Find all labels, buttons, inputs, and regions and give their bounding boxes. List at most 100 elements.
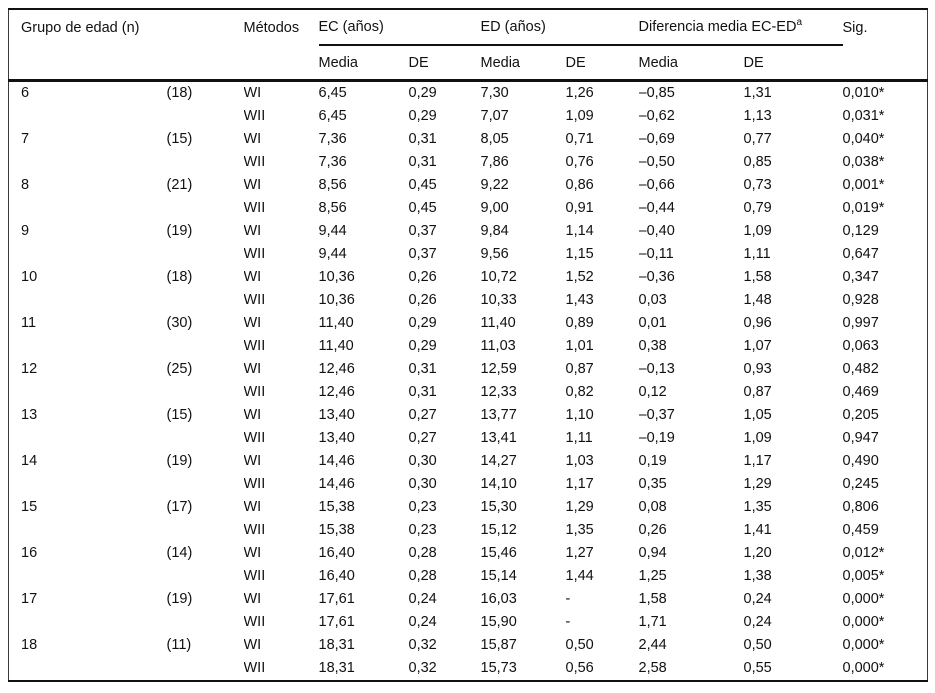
cell-n — [167, 519, 244, 542]
cell-diff_media: –0,37 — [638, 407, 675, 423]
table-row: WII 17,61 0,24 15,90 - 1,71 0,24 0,000* — [9, 611, 928, 634]
cell-diff_media: 1,71 — [638, 614, 667, 630]
cell-ec_media: 13,40 — [318, 407, 355, 423]
cell-ed_media: 10,72 — [480, 269, 517, 285]
cell-age — [9, 519, 167, 542]
header-row-sub: Media DE Media DE Media DE — [9, 45, 928, 81]
cell-sig: 0,000* — [842, 591, 885, 607]
table-row: WII 9,44 0,37 9,56 1,15 –0,11 1,11 0,647 — [9, 243, 928, 266]
cell-ed_media: 15,30 — [480, 499, 517, 515]
cell-n: (14) — [166, 545, 193, 561]
cell-sig: 0,459 — [842, 522, 879, 538]
cell-sig: 0,010* — [842, 85, 885, 101]
table-row: 18 (11) WI 18,31 0,32 15,87 0,50 2,44 0,50 0,000* — [9, 634, 928, 657]
cell-ed_media: 8,05 — [480, 131, 509, 147]
table-row: 12 (25) WI 12,46 0,31 12,59 0,87 –0,13 0,93 0,482 — [9, 358, 928, 381]
cell-age — [9, 243, 167, 266]
subheader-ed-de: DE — [565, 54, 586, 71]
cell-ed_media: 9,22 — [480, 177, 509, 193]
cell-ec_de: 0,29 — [408, 85, 437, 101]
cell-ec_de: 0,29 — [408, 315, 437, 331]
cell-ec_de: 0,26 — [408, 269, 437, 285]
cell-n — [167, 335, 244, 358]
cell-diff_media: –0,40 — [638, 223, 675, 239]
table-row: WII 14,46 0,30 14,10 1,17 0,35 1,29 0,245 — [9, 473, 928, 496]
cell-ed_de: 1,43 — [565, 292, 594, 308]
cell-diff_de: 1,11 — [743, 246, 771, 262]
table-row: WII 11,40 0,29 11,03 1,01 0,38 1,07 0,063 — [9, 335, 928, 358]
cell-diff_de: 1,09 — [743, 430, 772, 446]
cell-ed_media: 15,73 — [480, 660, 517, 676]
cell-ed_de: 1,52 — [565, 269, 594, 285]
cell-ed_media: 12,33 — [480, 384, 517, 400]
cell-ed_de: 1,01 — [565, 338, 594, 354]
table-row: 10 (18) WI 10,36 0,26 10,72 1,52 –0,36 1,58 0,347 — [9, 266, 928, 289]
cell-n: (15) — [166, 407, 193, 423]
table-row: 16 (14) WI 16,40 0,28 15,46 1,27 0,94 1,20 0,012* — [9, 542, 928, 565]
cell-ed_media: 11,40 — [480, 315, 516, 331]
cell-ed_media: 7,07 — [480, 108, 509, 124]
cell-ec_media: 17,61 — [318, 591, 355, 607]
subheader-empty-sig — [843, 45, 928, 81]
cell-ed_de: - — [565, 591, 571, 607]
cell-diff_media: –0,36 — [638, 269, 675, 285]
cell-ec_media: 7,36 — [318, 131, 347, 147]
cell-diff_media: 2,44 — [638, 637, 667, 653]
cell-diff_de: 0,24 — [743, 591, 772, 607]
cell-method: WII — [243, 154, 266, 170]
cell-ed_de: 0,50 — [565, 637, 594, 653]
cell-sig: 0,245 — [842, 476, 879, 492]
cell-ec_media: 6,45 — [318, 108, 347, 124]
cell-sig: 0,012* — [842, 545, 885, 561]
cell-age: 8 — [21, 177, 30, 193]
cell-n: (30) — [166, 315, 193, 331]
cell-age: 10 — [21, 269, 38, 285]
cell-sig: 0,019* — [842, 200, 885, 216]
cell-ec_media: 9,44 — [318, 223, 347, 239]
cell-ec_media: 16,40 — [318, 568, 355, 584]
cell-diff_media: 0,94 — [638, 545, 667, 561]
table-row: 8 (21) WI 8,56 0,45 9,22 0,86 –0,66 0,73 0,001* — [9, 174, 928, 197]
cell-method: WII — [243, 522, 266, 538]
cell-ec_de: 0,45 — [408, 200, 437, 216]
table-row: 17 (19) WI 17,61 0,24 16,03 - 1,58 0,24 0,000* — [9, 588, 928, 611]
cell-diff_media: 1,58 — [638, 591, 667, 607]
cell-ec_de: 0,32 — [408, 637, 437, 653]
cell-age — [9, 381, 167, 404]
cell-n: (25) — [166, 361, 193, 377]
cell-ed_media: 12,59 — [480, 361, 517, 377]
cell-diff_media: –0,44 — [638, 200, 675, 216]
cell-n — [167, 565, 244, 588]
cell-diff_media: 0,19 — [638, 453, 667, 469]
cell-sig: 0,038* — [842, 154, 885, 170]
cell-ec_de: 0,31 — [408, 131, 437, 147]
cell-ec_media: 7,36 — [318, 154, 347, 170]
cell-diff_de: 0,73 — [743, 177, 772, 193]
cell-ed_media: 11,03 — [480, 338, 516, 354]
cell-ed_media: 15,46 — [480, 545, 517, 561]
cell-ec_media: 13,40 — [318, 430, 355, 446]
cell-sig: 0,031* — [842, 108, 885, 124]
cell-ec_de: 0,24 — [408, 591, 437, 607]
cell-sig: 0,647 — [842, 246, 879, 262]
cell-ec_de: 0,32 — [408, 660, 437, 676]
cell-sig: 0,490 — [842, 453, 879, 469]
cell-n — [167, 427, 244, 450]
cell-ec_media: 15,38 — [318, 499, 355, 515]
cell-diff_de: 0,77 — [743, 131, 772, 147]
cell-diff_de: 1,38 — [743, 568, 772, 584]
cell-ed_de: 1,44 — [565, 568, 594, 584]
cell-diff_media: 0,26 — [638, 522, 667, 538]
cell-ec_de: 0,31 — [408, 384, 437, 400]
subheader-diff-media: Media — [638, 54, 679, 71]
cell-ec_media: 8,56 — [318, 200, 347, 216]
cell-ed_media: 15,14 — [480, 568, 517, 584]
cell-diff_media: 0,08 — [638, 499, 667, 515]
cell-ed_de: 1,17 — [565, 476, 594, 492]
cell-ed_de: 0,89 — [565, 315, 594, 331]
table-container: Grupo de edad (n) Métodos EC (años) ED (… — [8, 8, 929, 682]
cell-n: (18) — [166, 269, 193, 285]
cell-ed_media: 7,86 — [480, 154, 509, 170]
table-row: 9 (19) WI 9,44 0,37 9,84 1,14 –0,40 1,09 0,129 — [9, 220, 928, 243]
cell-sig: 0,129 — [842, 223, 879, 239]
